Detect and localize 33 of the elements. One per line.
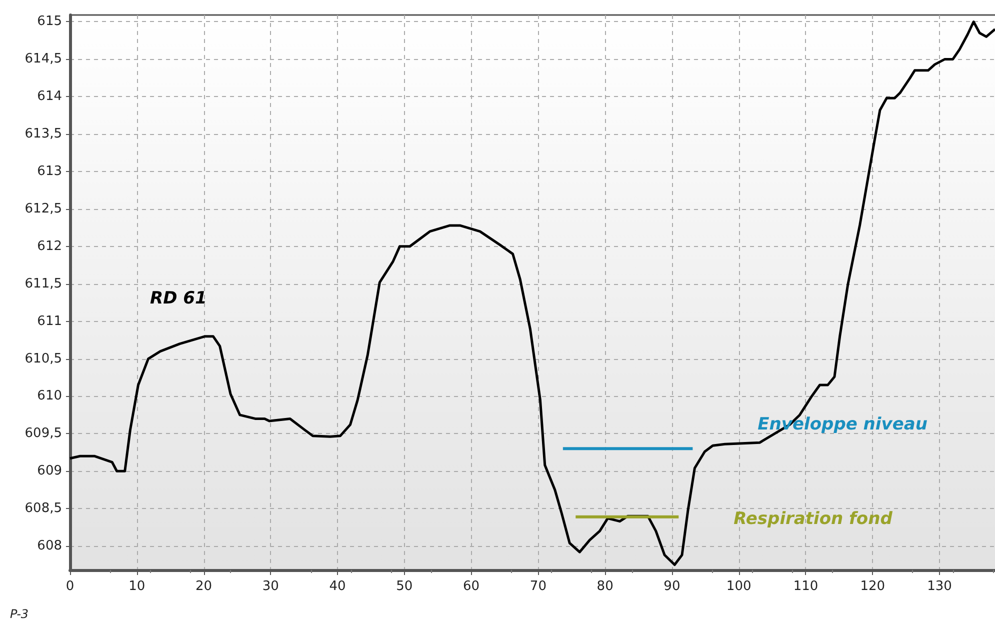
text: Respiration fond	[734, 508, 894, 529]
x-tick-label: 10	[128, 579, 146, 594]
y-tick-label: 611,5	[24, 276, 62, 292]
y-tick-label: 613,5	[24, 126, 62, 142]
x-tick-label: 70	[530, 579, 546, 594]
y-tick-label: 610	[37, 388, 62, 404]
x-tick-label: 20	[195, 579, 212, 594]
x-tick-label: 40	[329, 579, 346, 594]
x-tick-label: 100	[726, 579, 752, 594]
x-tick-label: 90	[664, 579, 680, 594]
x-tick-label: 30	[262, 579, 279, 594]
x-tick-label: 50	[396, 579, 413, 594]
y-tick-label: 611	[37, 314, 62, 329]
x-tick-label: 0	[66, 579, 74, 594]
y-tick-label: 609	[37, 464, 62, 479]
y-tick-label: 609,5	[24, 426, 62, 442]
x-tick-label: 60	[463, 579, 480, 594]
y-tick-label: 614,5	[24, 52, 62, 67]
y-tick-label: 615	[37, 14, 62, 30]
y-tick-label: 608,5	[24, 501, 62, 516]
y-tick-label: 610,5	[24, 351, 62, 366]
y-tick-label: 614	[37, 89, 62, 104]
y-tick-label: 612	[37, 238, 62, 254]
line-series	[68, 20, 995, 566]
x-tick-label: 120	[860, 579, 886, 594]
annotation: RD 61	[150, 288, 207, 308]
x-tick-label: 80	[596, 579, 614, 594]
x-tick-label: 130	[927, 579, 952, 594]
x-tick-label: 110	[793, 579, 818, 594]
y-tick-label: 612,5	[24, 201, 62, 216]
y-tick-label: 613	[37, 164, 62, 180]
text: P-3	[10, 607, 29, 621]
y-tick-label: 608	[37, 538, 62, 554]
